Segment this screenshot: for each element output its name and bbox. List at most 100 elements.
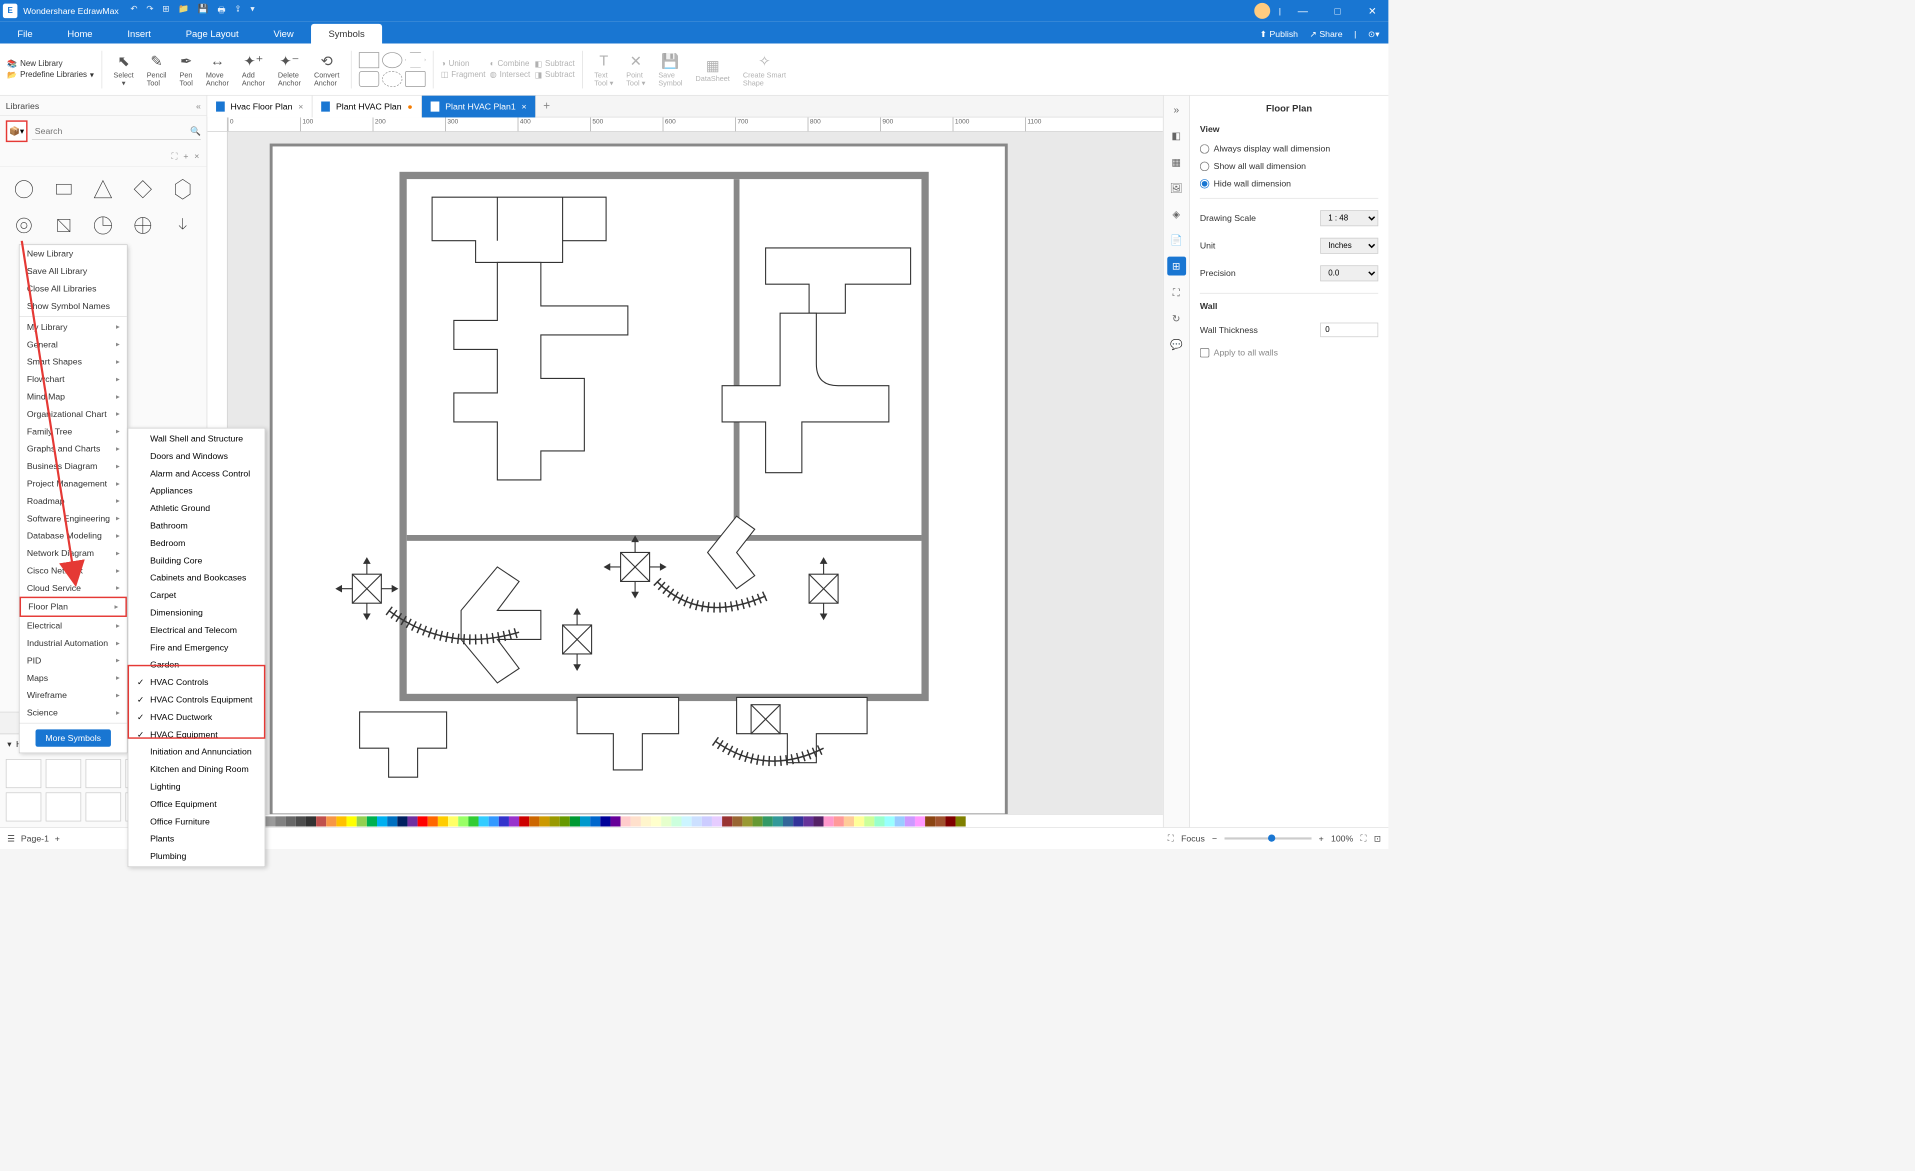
radio-hide[interactable]: Hide wall dimension xyxy=(1200,175,1378,192)
color-swatch[interactable] xyxy=(509,816,519,826)
color-swatch[interactable] xyxy=(468,816,478,826)
dropdown-item[interactable]: Cloud Service▸ xyxy=(20,579,127,596)
close-button[interactable]: ✕ xyxy=(1359,5,1385,17)
intersect-button[interactable]: ◍ Intersect xyxy=(490,70,530,79)
maximize-button[interactable]: □ xyxy=(1325,5,1351,17)
color-swatch[interactable] xyxy=(377,816,387,826)
color-swatch[interactable] xyxy=(550,816,560,826)
pen-tool[interactable]: ✒Pen Tool xyxy=(175,50,197,89)
pencil-tool[interactable]: ✎Pencil Tool xyxy=(142,50,170,89)
color-swatch[interactable] xyxy=(367,816,377,826)
radio-show-all[interactable]: Show all wall dimension xyxy=(1200,157,1378,174)
color-swatch[interactable] xyxy=(621,816,631,826)
page-label[interactable]: Page-1 xyxy=(21,833,49,843)
color-swatch[interactable] xyxy=(813,816,823,826)
submenu-item[interactable]: Bathroom xyxy=(128,517,264,534)
color-swatch[interactable] xyxy=(905,816,915,826)
dropdown-item[interactable]: General▸ xyxy=(20,336,127,353)
dropdown-item[interactable]: Software Engineering▸ xyxy=(20,510,127,527)
dropdown-item[interactable]: Mind Map▸ xyxy=(20,388,127,405)
color-swatch[interactable] xyxy=(590,816,600,826)
tab-plant-hvac-plan[interactable]: Plant HVAC Plan● xyxy=(313,95,422,117)
submenu-item[interactable]: Lighting xyxy=(128,778,264,795)
color-swatch[interactable] xyxy=(357,816,367,826)
close-icon[interactable]: × xyxy=(522,101,527,111)
publish-button[interactable]: ⬆ Publish xyxy=(1260,29,1298,39)
color-swatch[interactable] xyxy=(803,816,813,826)
close-icon[interactable]: × xyxy=(298,101,303,111)
color-swatch[interactable] xyxy=(306,816,316,826)
undo-icon[interactable]: ↶ xyxy=(130,3,137,18)
dropdown-item[interactable]: Science▸ xyxy=(20,704,127,721)
drawing-scale-select[interactable]: 1 : 48 xyxy=(1320,210,1378,226)
print-icon[interactable]: 🖶 xyxy=(217,3,225,18)
share-button[interactable]: ↗ Share xyxy=(1310,29,1343,39)
library-search-input[interactable] xyxy=(32,123,190,139)
add-tab-button[interactable]: + xyxy=(536,100,557,113)
chevron-down-icon[interactable]: ▾ xyxy=(7,739,11,749)
save-symbol-button[interactable]: 💾Save Symbol xyxy=(654,50,687,89)
color-swatch[interactable] xyxy=(418,816,428,826)
submenu-item[interactable]: Garden xyxy=(128,656,264,673)
dropdown-item[interactable]: Graphs and Charts▸ xyxy=(20,440,127,457)
color-swatch[interactable] xyxy=(956,816,966,826)
redo-icon[interactable]: ↷ xyxy=(146,3,153,18)
dropdown-item[interactable]: Show Symbol Names xyxy=(20,297,127,314)
submenu-item[interactable]: Electrical and Telecom xyxy=(128,621,264,638)
lib-expand-icon[interactable]: ⛶ xyxy=(172,151,178,162)
add-page-button[interactable]: + xyxy=(55,833,60,843)
user-avatar-icon[interactable] xyxy=(1254,3,1270,19)
theme-icon[interactable]: ◧ xyxy=(1167,126,1186,145)
dropdown-item[interactable]: Wireframe▸ xyxy=(20,687,127,704)
color-swatch[interactable] xyxy=(763,816,773,826)
submenu-item[interactable]: Wall Shell and Structure xyxy=(128,430,264,447)
submenu-item[interactable]: Office Furniture xyxy=(128,813,264,830)
submenu-item[interactable]: Carpet xyxy=(128,587,264,604)
submenu-item[interactable]: Athletic Ground xyxy=(128,500,264,517)
color-swatch[interactable] xyxy=(712,816,722,826)
dropdown-item[interactable]: New Library xyxy=(20,245,127,262)
color-swatch[interactable] xyxy=(641,816,651,826)
submenu-item[interactable]: ✓HVAC Ductwork xyxy=(128,708,264,725)
minimize-button[interactable]: — xyxy=(1290,5,1316,17)
submenu-item[interactable]: Fire and Emergency xyxy=(128,639,264,656)
color-swatch[interactable] xyxy=(560,816,570,826)
color-swatch[interactable] xyxy=(580,816,590,826)
color-swatch[interactable] xyxy=(671,816,681,826)
apply-all-walls-checkbox[interactable]: Apply to all walls xyxy=(1200,343,1378,362)
color-swatch[interactable] xyxy=(702,816,712,826)
dropdown-item[interactable]: Close All Libraries xyxy=(20,280,127,297)
floor-plan-panel-icon[interactable]: ⊞ xyxy=(1167,257,1186,276)
symbol-thumb[interactable] xyxy=(126,174,160,204)
duct-thumb[interactable] xyxy=(6,759,42,788)
color-swatch[interactable] xyxy=(296,816,306,826)
select-tool[interactable]: ⬉Select▾ xyxy=(109,50,138,89)
color-swatch[interactable] xyxy=(610,816,620,826)
dropdown-item[interactable]: Family Tree▸ xyxy=(20,423,127,440)
color-swatch[interactable] xyxy=(489,816,499,826)
symbol-thumb[interactable] xyxy=(126,210,160,240)
color-swatch[interactable] xyxy=(742,816,752,826)
symbol-thumb[interactable] xyxy=(86,210,120,240)
color-swatch[interactable] xyxy=(793,816,803,826)
color-swatch[interactable] xyxy=(864,816,874,826)
dropdown-item[interactable]: Industrial Automation▸ xyxy=(20,634,127,651)
radio-always-display[interactable]: Always display wall dimension xyxy=(1200,140,1378,157)
color-swatch[interactable] xyxy=(458,816,468,826)
dropdown-item[interactable]: Network Diagram▸ xyxy=(20,544,127,561)
page-list-icon[interactable]: ☰ xyxy=(7,833,15,843)
symbol-thumb[interactable] xyxy=(7,210,41,240)
save-icon[interactable]: 💾 xyxy=(198,3,209,18)
color-swatch[interactable] xyxy=(519,816,529,826)
color-swatch[interactable] xyxy=(722,816,732,826)
move-anchor-tool[interactable]: ↔Move Anchor xyxy=(202,50,234,89)
color-swatch[interactable] xyxy=(773,816,783,826)
submenu-item[interactable]: Appliances xyxy=(128,482,264,499)
search-icon[interactable]: 🔍 xyxy=(190,126,201,136)
menu-insert[interactable]: Insert xyxy=(110,24,168,44)
submenu-item[interactable]: ✓HVAC Controls xyxy=(128,674,264,691)
wall-thickness-input[interactable] xyxy=(1320,323,1378,338)
page-setup-icon[interactable]: 📄 xyxy=(1167,231,1186,250)
submenu-item[interactable]: Dimensioning xyxy=(128,604,264,621)
color-swatch[interactable] xyxy=(682,816,692,826)
